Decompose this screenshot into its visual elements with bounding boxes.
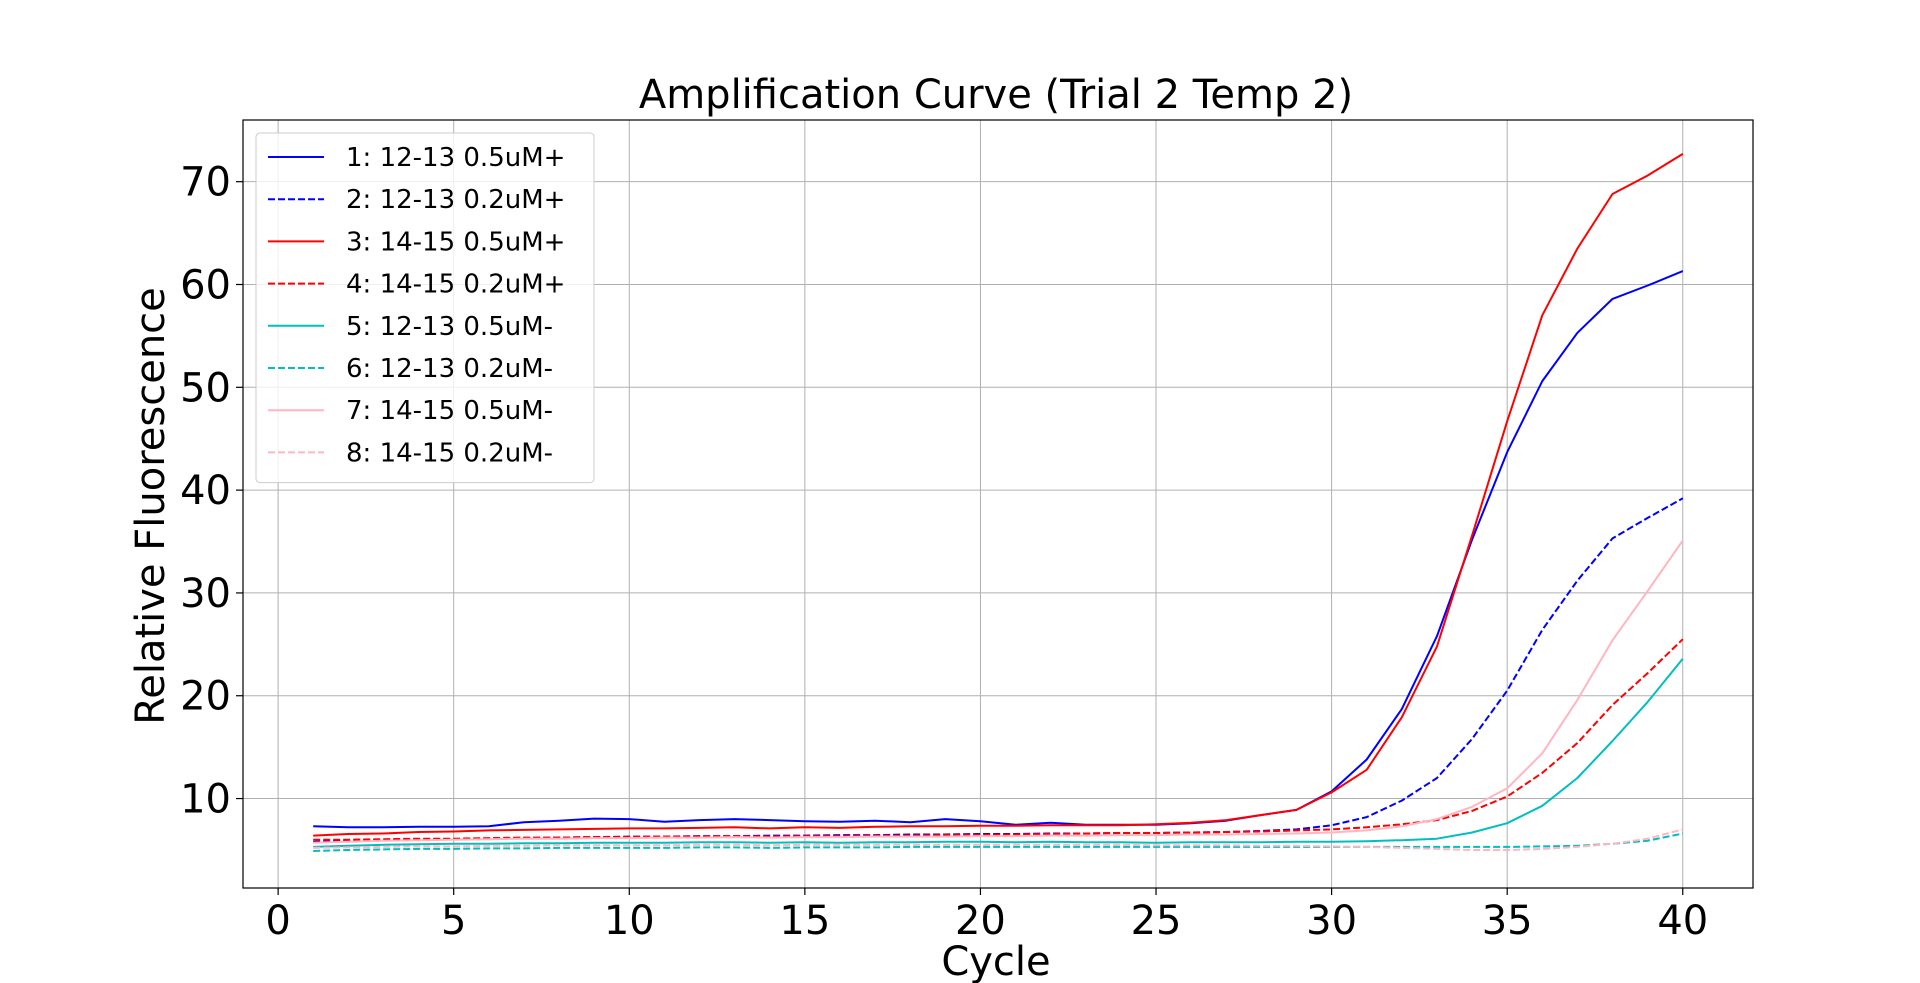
y-tick-label: 10 xyxy=(180,777,231,823)
legend-label: 2: 12-13 0.2uM+ xyxy=(346,185,565,215)
y-tick-label: 40 xyxy=(180,468,231,514)
legend-label: 1: 12-13 0.5uM+ xyxy=(346,143,565,173)
y-tick-label: 60 xyxy=(180,262,231,308)
legend-label: 3: 14-15 0.5uM+ xyxy=(346,227,565,257)
x-tick-label: 20 xyxy=(955,898,1006,944)
x-tick-label: 10 xyxy=(604,898,655,944)
x-tick-label: 30 xyxy=(1306,898,1357,944)
legend-label: 4: 14-15 0.2uM+ xyxy=(346,270,565,300)
series-line-7 xyxy=(313,539,1684,844)
series-line-6 xyxy=(313,832,1684,852)
x-tick-label: 5 xyxy=(441,898,466,944)
legend-box xyxy=(255,132,595,484)
legend-label: 7: 14-15 0.5uM- xyxy=(346,396,553,426)
series-line-4 xyxy=(313,638,1684,841)
x-tick-label: 15 xyxy=(779,898,830,944)
axis-ticks: 0 5 10 15 20 25 30 35 40 10 20 30 40 50 60 70 xyxy=(180,160,1708,944)
x-tick-label: 35 xyxy=(1482,898,1533,944)
legend-label: 6: 12-13 0.2uM- xyxy=(346,354,553,384)
x-tick-label: 40 xyxy=(1657,898,1708,944)
x-tick-label: 25 xyxy=(1131,898,1182,944)
y-tick-label: 30 xyxy=(180,571,231,617)
x-tick-label: 0 xyxy=(265,898,290,944)
series-line-8 xyxy=(313,828,1684,851)
legend-label: 5: 12-13 0.5uM- xyxy=(346,312,553,342)
y-tick-label: 20 xyxy=(180,674,231,720)
y-axis-label: Relative Fluorescence xyxy=(128,287,174,725)
y-tick-label: 50 xyxy=(180,365,231,411)
series-line-3 xyxy=(313,153,1684,837)
legend-label: 8: 14-15 0.2uM- xyxy=(346,438,553,468)
plot-frame xyxy=(242,119,1754,889)
series-lines xyxy=(313,153,1684,852)
x-axis-label: Cycle xyxy=(941,939,1050,983)
legend: 1: 12-13 0.5uM+ 2: 12-13 0.2uM+ 3: 14-15 0… xyxy=(255,132,595,484)
series-line-5 xyxy=(313,658,1684,848)
chart-title: Amplification Curve (Trial 2 Temp 2) xyxy=(639,72,1353,118)
y-tick-label: 70 xyxy=(180,160,231,206)
